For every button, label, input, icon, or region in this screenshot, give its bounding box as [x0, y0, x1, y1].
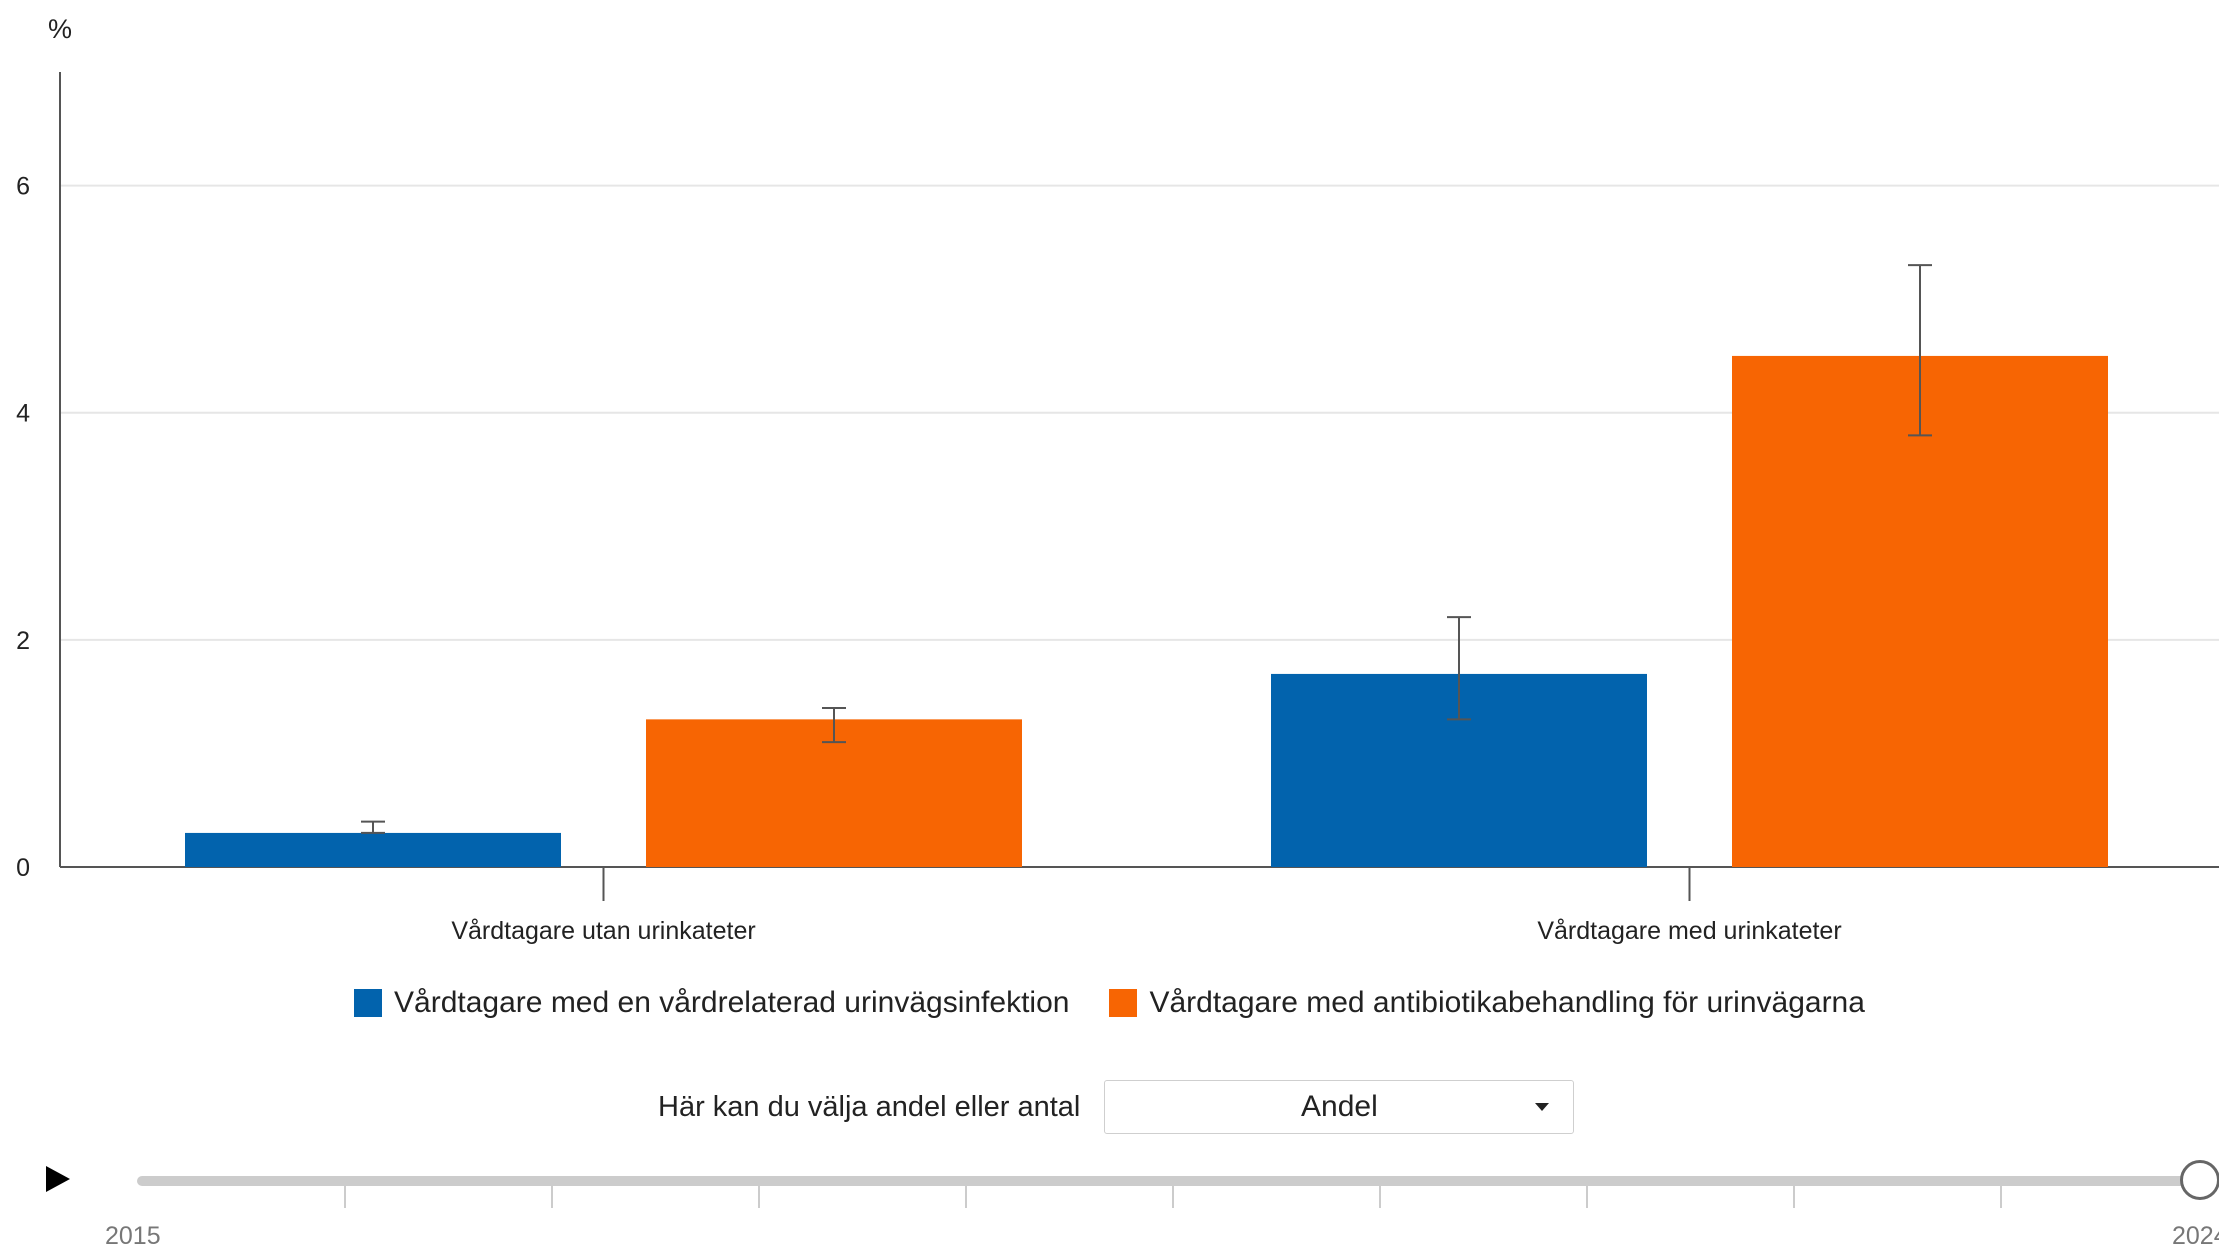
- legend-item-infection[interactable]: Vårdtagare med en vårdrelaterad urinvägs…: [354, 986, 1069, 1020]
- x-tick-label: Vårdtagare utan urinkateter: [451, 917, 755, 945]
- bar-antibiotic-1[interactable]: [1732, 355, 2108, 867]
- slider-tick: [1172, 1186, 1174, 1208]
- slider-tick: [1586, 1186, 1588, 1208]
- year-slider-thumb[interactable]: [2180, 1160, 2219, 1200]
- bar-infection-0[interactable]: [185, 832, 561, 867]
- legend-swatch-antibiotic: [1109, 989, 1138, 1017]
- slider-tick: [965, 1186, 967, 1208]
- legend-label-antibiotic: Vårdtagare med antibiotikabehandling för…: [1149, 986, 1865, 1019]
- legend-label-infection: Vårdtagare med en vårdrelaterad urinvägs…: [394, 986, 1070, 1019]
- chevron-down-icon: [1535, 1103, 1550, 1111]
- slider-tick: [344, 1186, 346, 1208]
- measure-dropdown[interactable]: Andel: [1104, 1080, 1575, 1134]
- selector-row: Här kan du välja andel eller antal Andel: [658, 1080, 1575, 1134]
- play-icon[interactable]: [46, 1166, 70, 1192]
- y-tick-label: 6: [16, 173, 30, 201]
- slider-tick: [1793, 1186, 1795, 1208]
- slider-tick: [551, 1186, 553, 1208]
- x-tick-label: Vårdtagare med urinkateter: [1537, 917, 1841, 945]
- y-tick-label: 4: [16, 400, 30, 428]
- slider-end-label: 2024: [2172, 1222, 2219, 1250]
- slider-tick: [1379, 1186, 1381, 1208]
- y-tick-label: 2: [16, 627, 30, 655]
- bar-antibiotic-0[interactable]: [646, 719, 1022, 867]
- slider-tick: [2000, 1186, 2002, 1208]
- y-axis-label: %: [48, 14, 72, 44]
- legend: Vårdtagare med en vårdrelaterad urinvägs…: [0, 986, 2219, 1020]
- legend-item-antibiotic[interactable]: Vårdtagare med antibiotikabehandling för…: [1109, 986, 1865, 1020]
- y-tick-label: 0: [16, 854, 30, 882]
- slider-start-label: 2015: [105, 1222, 161, 1250]
- chart: 0 2 4 6% Vårdtagare utan urinkateter Vårdtaga…: [16, 14, 2219, 945]
- measure-dropdown-value: Andel: [1301, 1090, 1378, 1123]
- legend-swatch-infection: [354, 989, 383, 1017]
- slider-tick: [758, 1186, 760, 1208]
- selector-label: Här kan du välja andel eller antal: [658, 1090, 1081, 1123]
- year-slider-track[interactable]: [137, 1176, 2207, 1186]
